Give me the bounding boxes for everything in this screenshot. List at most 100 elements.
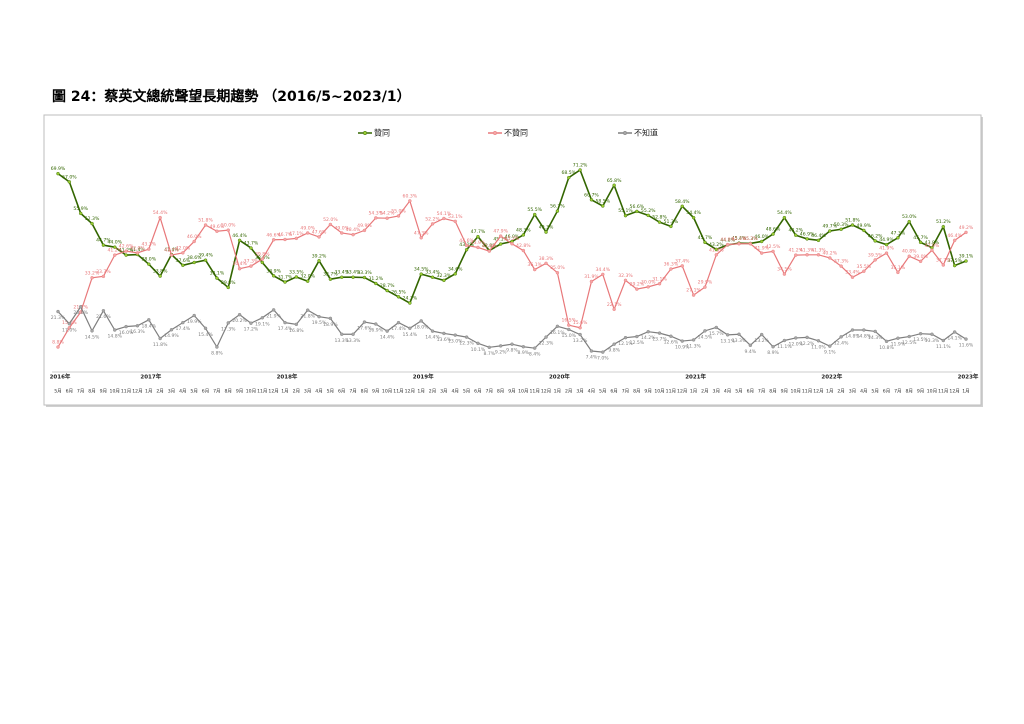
data-label: 46.2% <box>868 233 883 239</box>
data-point <box>646 285 650 289</box>
data-label: 39.2% <box>312 253 327 259</box>
x-tick-label: 2月 <box>701 389 709 395</box>
data-point <box>487 345 491 350</box>
data-label: 47.3% <box>414 230 429 236</box>
data-point <box>964 259 968 263</box>
data-label: 39.5% <box>868 252 883 258</box>
data-point <box>215 276 219 280</box>
data-label: 16.8% <box>289 328 304 334</box>
legend-marker <box>622 130 628 136</box>
data-point <box>623 335 628 340</box>
data-point <box>374 322 378 326</box>
data-point <box>952 263 957 268</box>
x-tick-label: 5月 <box>735 389 743 395</box>
year-label: 2020年 <box>549 373 570 381</box>
data-point <box>941 225 945 229</box>
data-point <box>737 332 741 336</box>
data-point <box>498 234 503 238</box>
chart-title: 圖 24：蔡英文總統聲望長期趨勢 （2016/5~2023/1） <box>52 88 411 105</box>
data-point <box>464 335 469 339</box>
data-label: 55.9% <box>73 206 88 212</box>
data-label: 55.1% <box>618 208 633 214</box>
data-point <box>192 260 196 265</box>
data-point <box>317 235 321 239</box>
data-label: 46.4% <box>232 233 247 239</box>
data-label: 13.3% <box>346 338 361 344</box>
data-label: 12.5% <box>902 340 917 346</box>
data-point <box>521 233 526 237</box>
data-point <box>215 345 219 349</box>
data-point <box>533 267 537 272</box>
data-point <box>135 251 140 255</box>
data-label: 35.0% <box>550 265 565 271</box>
data-label: 14.3% <box>868 335 883 341</box>
data-label: 17.3% <box>221 326 236 332</box>
data-point <box>680 204 684 208</box>
x-tick-label: 3月 <box>849 389 857 395</box>
x-tick-label: 3月 <box>168 389 176 395</box>
x-tick-label: 3月 <box>713 389 721 395</box>
data-label: 14.8% <box>857 334 872 340</box>
data-label: 32.7% <box>323 272 338 278</box>
data-point <box>237 267 242 271</box>
data-label: 13.3% <box>925 338 940 344</box>
data-point <box>498 344 503 348</box>
data-point <box>805 335 809 340</box>
data-label: 18.0% <box>414 324 429 330</box>
data-label: 44.9% <box>879 237 894 243</box>
data-label: 60.7% <box>584 192 599 198</box>
data-label: 16.0% <box>119 330 134 336</box>
data-label: 40.2% <box>823 250 838 256</box>
data-label: 29.2% <box>630 282 645 288</box>
data-label: 37.3% <box>244 259 259 265</box>
x-tick-label: 12月 <box>813 389 823 395</box>
data-label: 50.0% <box>221 223 236 229</box>
data-label: 33.4% <box>425 270 440 276</box>
data-point <box>862 228 866 233</box>
data-label: 13.7% <box>652 337 667 343</box>
data-label: 38.0% <box>142 257 157 263</box>
data-point <box>385 216 389 220</box>
data-point <box>101 309 106 313</box>
data-label: 33.1% <box>210 271 225 277</box>
data-point <box>657 331 662 335</box>
data-point <box>828 256 832 260</box>
data-label: 31.9% <box>584 274 599 280</box>
data-label: 52.3% <box>85 216 100 222</box>
x-tick-label: 10月 <box>246 389 256 395</box>
data-point <box>873 329 877 334</box>
data-label: 54.1% <box>437 211 452 217</box>
data-point <box>918 259 923 264</box>
data-label: 7.0% <box>597 356 609 362</box>
data-label: 17.6% <box>357 326 372 332</box>
data-point <box>691 338 696 342</box>
data-label: 15.4% <box>198 332 213 338</box>
data-point <box>601 204 605 208</box>
data-point <box>487 249 491 253</box>
data-label: 16.5% <box>561 318 576 324</box>
data-label: 46.4% <box>947 233 962 239</box>
data-point <box>816 339 821 343</box>
data-point <box>544 335 548 339</box>
data-label: 28.7% <box>380 283 395 289</box>
data-label: 13.1% <box>720 338 735 344</box>
data-label: 12.4% <box>834 340 849 346</box>
data-label: 42.8% <box>482 243 497 249</box>
x-tick-label: 11月 <box>938 389 948 395</box>
data-point <box>158 215 162 220</box>
data-point <box>850 275 855 279</box>
data-label: 47.1% <box>289 231 304 237</box>
data-point <box>918 331 923 336</box>
data-label: 34.5% <box>777 267 792 273</box>
data-label: 10.9% <box>675 345 690 351</box>
data-label: 11.8% <box>153 342 168 348</box>
data-point <box>271 274 276 278</box>
data-label: 71.2% <box>573 162 588 168</box>
data-label: 41.2% <box>788 248 803 254</box>
x-tick-label: 5月 <box>327 389 335 395</box>
data-label: 34.5% <box>414 267 429 273</box>
data-label: 65.8% <box>607 178 622 184</box>
x-tick-label: 12月 <box>541 389 551 395</box>
data-point <box>283 237 287 242</box>
data-point <box>408 301 412 305</box>
